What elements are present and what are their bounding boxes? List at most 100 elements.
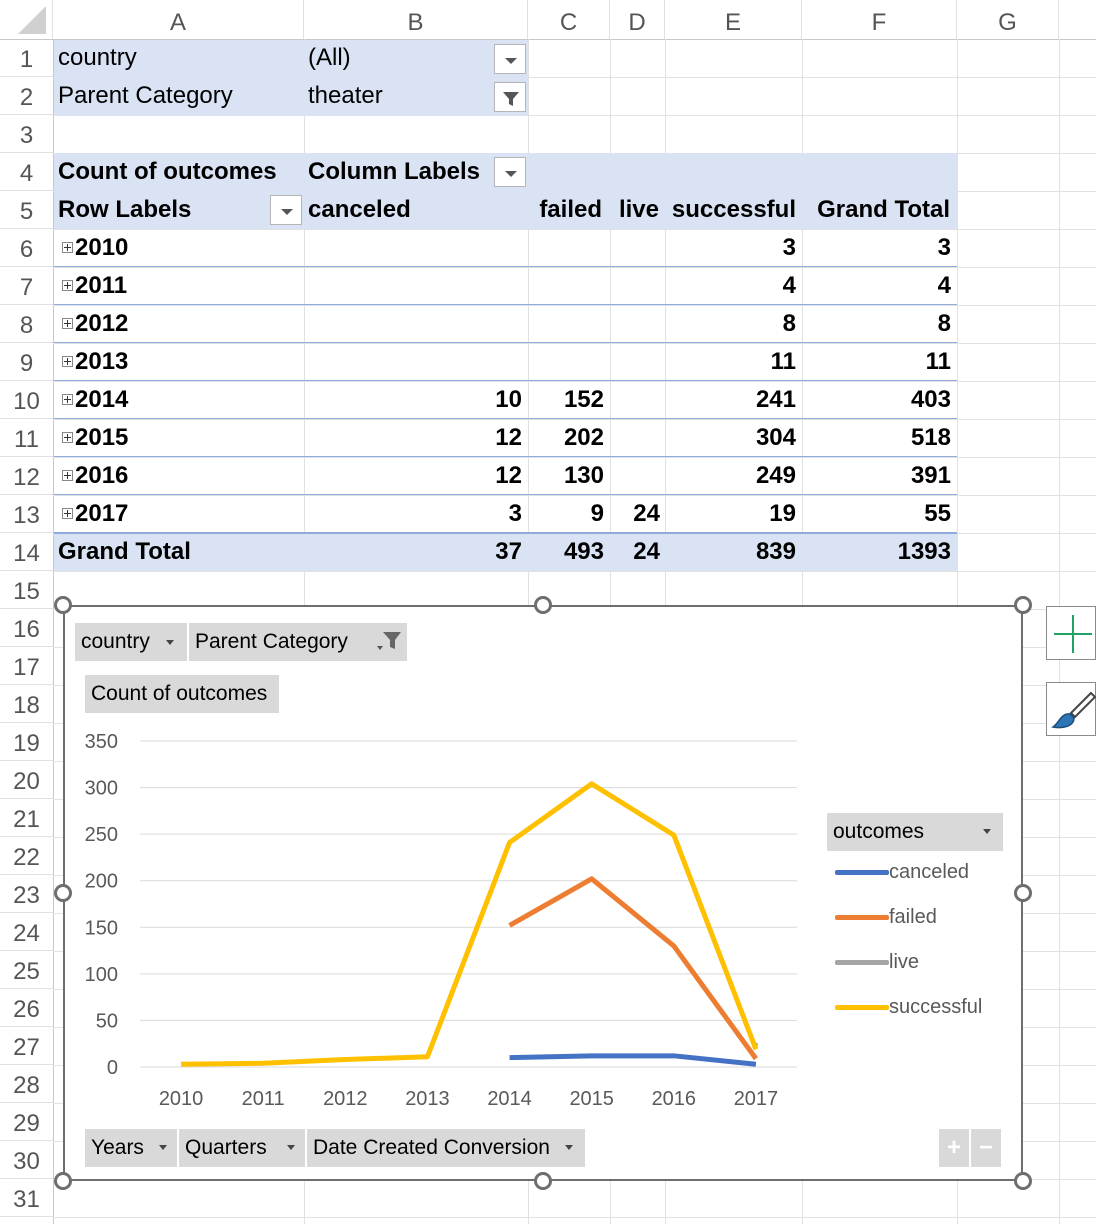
series-line-canceled[interactable] [509, 1053, 757, 1067]
pivot-row-label[interactable]: 2012 [62, 310, 128, 338]
expand-icon[interactable] [62, 318, 73, 329]
pivot-cell-canceled: 12 [495, 424, 522, 451]
resize-handle[interactable] [534, 1172, 552, 1190]
x-tick-label: 2011 [242, 1088, 285, 1110]
country-filter-dropdown[interactable] [494, 44, 526, 74]
row-header[interactable]: 14 [0, 533, 53, 571]
pivot-row-label[interactable]: 2015 [62, 424, 128, 452]
row-header[interactable]: 29 [0, 1103, 53, 1141]
chart-elements-button[interactable] [1046, 606, 1096, 660]
pivot-cell-successful: 19 [769, 500, 796, 527]
row-header[interactable]: 28 [0, 1065, 53, 1103]
legend-item-successful[interactable]: successful [835, 996, 982, 1022]
chart-value-field-button[interactable]: Count of outcomes [85, 675, 279, 713]
column-header-g[interactable]: G [957, 0, 1059, 39]
row-header[interactable]: 4 [0, 153, 53, 191]
resize-handle[interactable] [1014, 596, 1032, 614]
pivot-cell-successful: 8 [782, 310, 796, 337]
row-header[interactable]: 15 [0, 571, 53, 609]
row-header[interactable]: 26 [0, 989, 53, 1027]
expand-icon[interactable] [62, 242, 73, 253]
pivot-row-label[interactable]: 2013 [62, 348, 128, 376]
row-header[interactable]: 21 [0, 799, 53, 837]
resize-handle[interactable] [1014, 1172, 1032, 1190]
column-header-f[interactable]: F [802, 0, 957, 39]
row-header[interactable]: 20 [0, 761, 53, 799]
column-header-d[interactable]: D [610, 0, 665, 39]
row-header[interactable]: 1 [0, 39, 53, 77]
expand-field-button[interactable]: + [939, 1129, 969, 1167]
row-header[interactable]: 11 [0, 419, 53, 457]
row-header[interactable]: 31 [0, 1179, 53, 1217]
header-grand-total: Grand Total [817, 196, 950, 223]
chart-parent-category-field-button[interactable]: Parent Category [189, 623, 407, 661]
row-header[interactable]: 12 [0, 457, 53, 495]
chart-legend-field-button[interactable]: outcomes [827, 813, 1003, 851]
pivot-row-label[interactable]: 2017 [62, 500, 128, 528]
row-header[interactable]: 25 [0, 951, 53, 989]
pivot-cell-failed: 9 [590, 500, 604, 527]
column-header-c[interactable]: C [528, 0, 610, 39]
row-header[interactable]: 9 [0, 343, 53, 381]
column-header-b[interactable]: B [304, 0, 528, 39]
legend-item-live[interactable]: live [835, 951, 919, 977]
row-header[interactable]: 30 [0, 1141, 53, 1179]
row-header[interactable]: 13 [0, 495, 53, 533]
row-header[interactable]: 2 [0, 77, 53, 115]
filter-icon [503, 92, 519, 106]
row-header[interactable]: 6 [0, 229, 53, 267]
series-line-failed[interactable] [508, 876, 758, 1061]
pivot-cell-total: 55 [924, 500, 951, 527]
expand-icon[interactable] [62, 470, 73, 481]
pivot-row-label[interactable]: 2010 [62, 234, 128, 262]
pivot-value-field: Count of outcomes [58, 158, 277, 185]
expand-icon[interactable] [62, 280, 73, 291]
resize-handle[interactable] [1014, 884, 1032, 902]
row-header[interactable]: 3 [0, 115, 53, 153]
chevron-down-icon [159, 1145, 167, 1150]
pivot-chart[interactable]: country Parent Category Count of outcome… [63, 605, 1023, 1181]
pivot-row-label[interactable]: 2011 [62, 272, 127, 300]
row-header[interactable]: 7 [0, 267, 53, 305]
legend-item-canceled[interactable]: canceled [835, 861, 969, 887]
row-header[interactable]: 8 [0, 305, 53, 343]
row-header[interactable]: 5 [0, 191, 53, 229]
legend-item-failed[interactable]: failed [835, 906, 937, 932]
expand-icon[interactable] [62, 356, 73, 367]
resize-handle[interactable] [54, 596, 72, 614]
gridline [53, 77, 1096, 78]
row-header[interactable]: 18 [0, 685, 53, 723]
collapse-field-button[interactable]: − [971, 1129, 1001, 1167]
row-header[interactable]: 24 [0, 913, 53, 951]
chart-axis-years-button[interactable]: Years [85, 1129, 177, 1167]
expand-icon[interactable] [62, 432, 73, 443]
column-header-a[interactable]: A [53, 0, 304, 39]
column-header-e[interactable]: E [665, 0, 802, 39]
row-header[interactable]: 22 [0, 837, 53, 875]
expand-icon[interactable] [62, 394, 73, 405]
row-header[interactable]: 19 [0, 723, 53, 761]
pivot-row-year: 2017 [75, 500, 129, 527]
row-header[interactable]: 16 [0, 609, 53, 647]
resize-handle[interactable] [534, 596, 552, 614]
row-header[interactable]: 10 [0, 381, 53, 419]
resize-handle[interactable] [54, 884, 72, 902]
pivot-row-label[interactable]: 2016 [62, 462, 128, 490]
row-header[interactable]: 23 [0, 875, 53, 913]
row-header-bar: 1 2 3 4 5 6 7 8 9 10 11 12 13 14 15 16 17 18 19 20 21 22 23 24 2… [0, 39, 54, 1224]
row-header[interactable]: 27 [0, 1027, 53, 1065]
chart-axis-quarters-button[interactable]: Quarters [179, 1129, 305, 1167]
select-all-corner[interactable] [0, 0, 53, 39]
series-line-successful[interactable] [181, 781, 759, 1067]
row-labels-dropdown[interactable] [270, 195, 302, 225]
expand-icon[interactable] [62, 508, 73, 519]
pivot-row-label[interactable]: 2014 [62, 386, 128, 414]
grand-total-canceled: 37 [495, 538, 522, 565]
row-header[interactable]: 17 [0, 647, 53, 685]
chart-styles-button[interactable] [1046, 682, 1096, 736]
parent-category-filter-dropdown[interactable] [494, 82, 526, 112]
resize-handle[interactable] [54, 1172, 72, 1190]
chart-axis-date-created-button[interactable]: Date Created Conversion [307, 1129, 585, 1167]
chart-country-field-button[interactable]: country [75, 623, 187, 661]
column-labels-dropdown[interactable] [494, 157, 526, 187]
